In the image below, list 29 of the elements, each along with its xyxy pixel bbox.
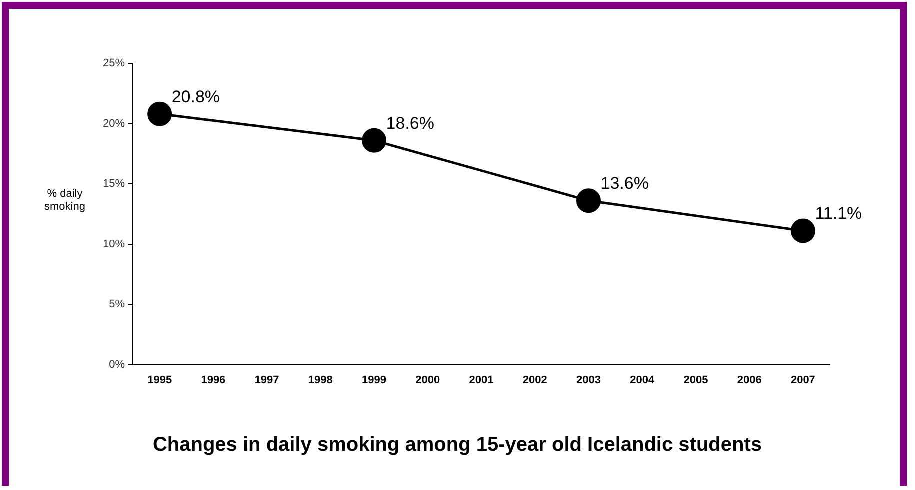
data-label: 13.6%	[600, 174, 649, 194]
data-label: 11.1%	[815, 204, 862, 224]
y-tick-label: 20%	[102, 118, 126, 130]
x-tick-label: 2003	[576, 374, 601, 386]
x-tick-label: 2005	[684, 374, 708, 386]
y-tick-label: 0%	[109, 358, 126, 371]
x-tick-label: 2002	[522, 374, 548, 386]
x-tick-label: 2004	[630, 374, 656, 386]
x-tick-label: 1996	[201, 374, 226, 386]
point	[790, 218, 816, 244]
x-tick-label: 2007	[790, 374, 816, 386]
data-label: 20.8%	[172, 87, 220, 106]
y-tick-label: 15%	[102, 178, 126, 190]
x-tick-label: 1995	[148, 374, 172, 386]
y-tick-label: 25%	[102, 58, 126, 70]
text: Changes in daily smoking among 15-year old Icelandic students	[152, 434, 764, 457]
point	[362, 128, 387, 153]
data-label: 18.6%	[386, 114, 434, 133]
x-tick-label: 1999	[362, 374, 387, 386]
x-tick-label: 1997	[254, 374, 280, 386]
x-tick-label: 2001	[469, 374, 494, 386]
x-tick-label: 1998	[308, 374, 333, 386]
x-tick-label: 2000	[416, 374, 440, 386]
y-tick-label: 10%	[102, 238, 126, 250]
y-tick-label: 5%	[109, 298, 126, 311]
y-axis-title: % daily smoking	[44, 188, 86, 214]
point	[148, 102, 172, 126]
point	[576, 188, 601, 214]
x-tick-label: 2006	[737, 374, 762, 386]
